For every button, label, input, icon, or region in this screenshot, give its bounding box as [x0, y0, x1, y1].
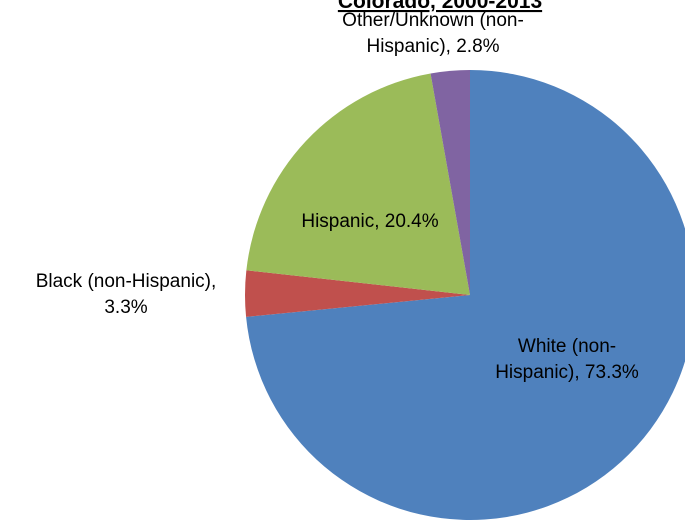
black-slice: [245, 270, 470, 317]
hispanic-slice: [246, 73, 470, 295]
white-label: White (non-Hispanic), 73.3%: [495, 336, 639, 383]
black-label: Black (non-Hispanic), 3.3%: [36, 271, 217, 318]
other-label: Other/Unknown (non-Hispanic), 2.8%: [342, 10, 524, 57]
pie-slices: [245, 70, 685, 520]
chart-title: Colorado, 2000-2013: [338, 0, 542, 13]
other-slice: [430, 70, 470, 295]
hispanic-label: Hispanic, 20.4%: [301, 211, 438, 232]
white-slice: [246, 70, 685, 520]
pie-labels: White (non-Hispanic), 73.3% Black (non-Hi…: [36, 10, 639, 383]
